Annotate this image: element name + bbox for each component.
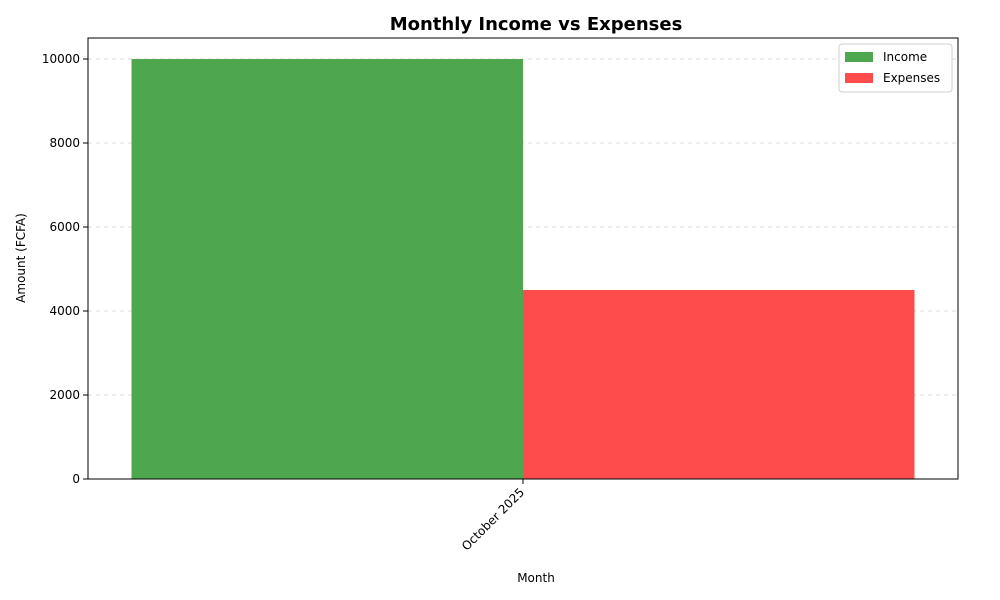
y-tick-label: 8000 [49, 136, 80, 150]
x-tick-label: October 2025 [459, 485, 527, 553]
y-tick-label: 6000 [49, 220, 80, 234]
legend-label-income: Income [883, 50, 927, 64]
chart-title: Monthly Income vs Expenses [390, 14, 683, 35]
bar-expenses [523, 290, 915, 479]
y-tick-label: 0 [72, 472, 80, 486]
legend-swatch-income [845, 52, 873, 62]
y-tick-label: 4000 [49, 304, 80, 318]
x-axis-label: Month [517, 571, 555, 585]
y-tick-label: 2000 [49, 388, 80, 402]
y-tick-label: 10000 [42, 52, 80, 66]
legend: Income Expenses [838, 43, 953, 93]
y-axis-label: Amount (FCFA) [14, 213, 28, 303]
y-axis: 0 2000 4000 6000 8000 10000 [42, 52, 88, 486]
bar-income [131, 59, 523, 479]
bars [131, 59, 915, 479]
legend-swatch-expenses [845, 73, 873, 83]
legend-label-expenses: Expenses [883, 71, 940, 85]
x-axis: October 2025 [459, 479, 527, 553]
